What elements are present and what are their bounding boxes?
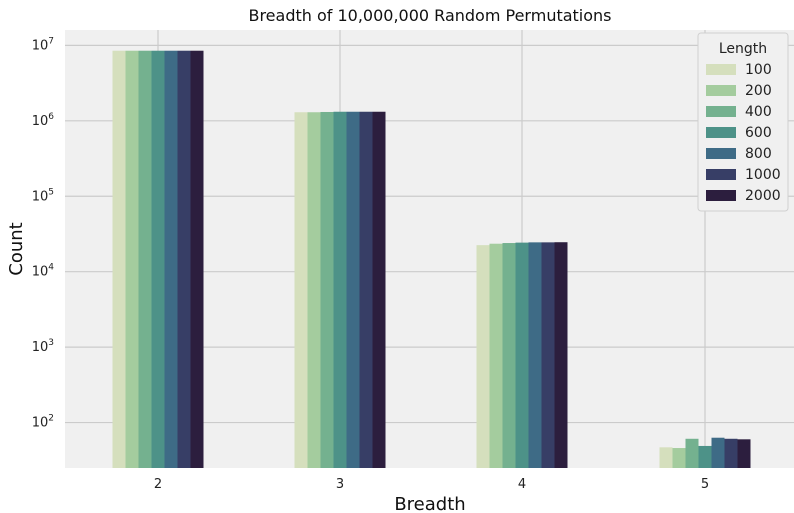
bar — [737, 439, 751, 468]
bar — [125, 50, 139, 468]
bar — [724, 438, 738, 468]
bar — [346, 111, 360, 468]
x-axis-label: Breadth — [394, 494, 465, 513]
legend: Length 100 200 400 600 800 1000 2000 — [697, 32, 789, 212]
bars — [112, 50, 751, 468]
legend-title: Length — [719, 41, 767, 57]
bar — [672, 448, 686, 468]
x-tick-label: 5 — [701, 477, 709, 492]
bar — [489, 243, 503, 468]
bar — [476, 245, 490, 468]
bar — [294, 112, 308, 468]
bar — [164, 50, 178, 468]
legend-items: 100 200 400 600 800 1000 2000 — [706, 62, 781, 204]
bar — [711, 437, 725, 468]
y-tick-label: 107 — [32, 36, 54, 53]
bar — [372, 111, 386, 468]
bar — [138, 50, 152, 468]
legend-swatch — [706, 127, 736, 138]
bar — [515, 242, 529, 468]
bar — [685, 438, 699, 468]
bar — [190, 50, 204, 468]
bar — [528, 242, 542, 468]
legend-label: 1000 — [745, 167, 781, 183]
bar — [333, 111, 347, 468]
bar — [698, 445, 712, 468]
bar — [112, 50, 126, 468]
legend-label: 800 — [745, 146, 772, 162]
x-axis-ticks: 2 3 4 5 — [154, 477, 709, 492]
legend-swatch — [706, 190, 736, 201]
legend-swatch — [706, 85, 736, 96]
bar — [359, 111, 373, 468]
bar — [151, 50, 165, 468]
bar — [541, 242, 555, 468]
legend-label: 2000 — [745, 188, 781, 204]
legend-box — [697, 32, 789, 212]
legend-swatch — [706, 169, 736, 180]
y-tick-label: 105 — [32, 187, 54, 204]
y-tick-label: 104 — [32, 263, 55, 280]
legend-label: 100 — [745, 62, 772, 78]
bar — [659, 447, 673, 468]
legend-label: 200 — [745, 83, 772, 99]
x-tick-label: 4 — [518, 477, 526, 492]
y-axis-ticks: 102 103 104 105 106 107 — [32, 36, 55, 430]
legend-swatch — [706, 106, 736, 117]
legend-label: 400 — [745, 104, 772, 120]
legend-label: 600 — [745, 125, 772, 141]
bar — [502, 243, 516, 468]
chart-title: Breadth of 10,000,000 Random Permutation… — [248, 6, 611, 25]
x-tick-label: 3 — [336, 477, 344, 492]
bar — [177, 50, 191, 468]
y-tick-label: 102 — [32, 414, 54, 431]
bar — [320, 111, 334, 468]
y-axis-label: Count — [6, 222, 27, 275]
y-tick-label: 103 — [32, 338, 54, 355]
bar — [307, 112, 321, 468]
x-tick-label: 2 — [154, 477, 162, 492]
legend-swatch — [706, 64, 736, 75]
y-tick-label: 106 — [32, 112, 55, 129]
legend-swatch — [706, 148, 736, 159]
bar — [554, 242, 568, 468]
